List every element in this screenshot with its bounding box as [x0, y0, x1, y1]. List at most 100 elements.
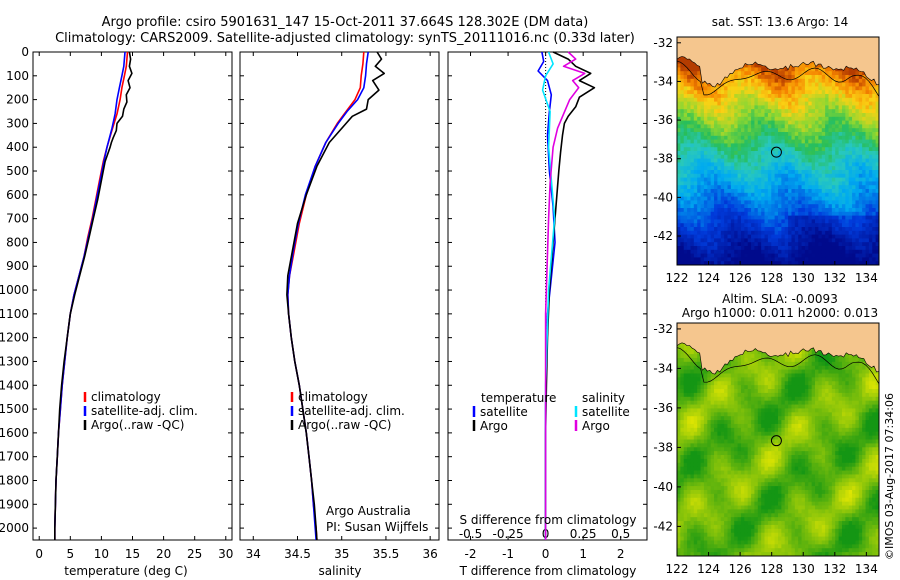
- map-cell: [693, 82, 698, 87]
- map-cell: [761, 67, 765, 72]
- map-cell: [687, 478, 691, 483]
- map-cell: [687, 211, 691, 216]
- map-cell: [808, 242, 813, 247]
- map-cell: [761, 211, 765, 216]
- map-cell: [767, 151, 772, 156]
- map-cell: [794, 132, 799, 137]
- map-cell: [697, 219, 701, 224]
- map-cell: [700, 396, 705, 402]
- map-cell: [717, 462, 722, 468]
- map-cell: [700, 257, 705, 262]
- map-cell: [872, 113, 877, 118]
- map-cell: [724, 97, 728, 102]
- map-cell: [700, 462, 705, 468]
- map-cell: [855, 82, 860, 87]
- map-cell: [687, 357, 691, 363]
- map-cell: [677, 501, 681, 506]
- map-cell: [848, 215, 853, 220]
- map-cell: [801, 132, 806, 137]
- map-cell: [710, 455, 715, 460]
- map-cell: [724, 143, 728, 148]
- map-cell: [690, 361, 695, 367]
- map-cell: [683, 132, 688, 137]
- map-cell: [808, 261, 813, 266]
- map-cell: [727, 173, 732, 178]
- map-cell: [730, 200, 735, 205]
- map-cell: [693, 439, 698, 444]
- map-cell: [781, 204, 786, 209]
- map-cell: [855, 238, 860, 243]
- map-cell: [697, 230, 701, 235]
- map-cell: [727, 230, 732, 235]
- map-cell: [690, 447, 695, 452]
- map-cell: [855, 97, 860, 102]
- map-cell: [784, 113, 789, 118]
- map-cell: [747, 71, 752, 76]
- map-cell: [825, 238, 829, 243]
- map-cell: [703, 505, 708, 510]
- map-cell: [808, 246, 813, 251]
- map-cell: [828, 147, 833, 152]
- map-cell: [693, 408, 698, 413]
- map-cell: [808, 211, 813, 216]
- map-cell: [855, 132, 860, 137]
- map-cell: [764, 234, 769, 239]
- map-cell: [761, 101, 765, 106]
- map-cell: [774, 261, 779, 266]
- map-cell: [697, 196, 701, 201]
- map-cell: [767, 109, 772, 114]
- map-cell: [687, 139, 691, 144]
- map-cell: [801, 101, 806, 106]
- map-cell: [794, 246, 799, 251]
- map-cell: [801, 63, 806, 68]
- map-cell: [862, 132, 866, 137]
- map-cell: [687, 230, 691, 235]
- map-cell: [744, 204, 749, 209]
- map-cell: [778, 86, 782, 91]
- map-cell: [774, 116, 779, 121]
- map-cell: [677, 412, 681, 417]
- map-cell: [754, 94, 759, 99]
- map-cell: [693, 416, 698, 421]
- map-cell: [703, 489, 708, 495]
- map-cell: [700, 423, 705, 429]
- map-cell: [831, 204, 836, 209]
- map-cell: [710, 521, 715, 526]
- map-cell: [677, 246, 681, 251]
- map-cell: [774, 177, 779, 182]
- map-cell: [690, 509, 695, 514]
- map-cell: [757, 170, 762, 175]
- map-cell: [801, 67, 806, 72]
- depth-tick-label: 900: [6, 259, 29, 273]
- map-cell: [720, 420, 725, 425]
- map-cell: [761, 230, 765, 235]
- map-cell: [845, 90, 850, 95]
- map-cell: [791, 82, 796, 87]
- map-cell: [740, 128, 745, 133]
- map-cell: [683, 392, 688, 398]
- map-cell: [747, 208, 752, 213]
- map-cell: [680, 404, 685, 409]
- map-cell: [677, 94, 681, 99]
- map-cell: [751, 196, 755, 201]
- map-cell: [784, 200, 789, 205]
- map-cell: [693, 200, 698, 205]
- map-cell: [727, 97, 732, 102]
- map-cell: [707, 427, 712, 433]
- map-cell: [683, 154, 688, 159]
- map-cell: [690, 392, 695, 398]
- map-cell: [855, 71, 860, 76]
- map-cell: [697, 253, 701, 258]
- map-cell: [707, 90, 712, 95]
- depth-tick-label: 1600: [0, 426, 29, 440]
- map-cell: [680, 223, 685, 228]
- map-cell: [794, 177, 799, 182]
- map-cell: [838, 101, 843, 106]
- map-cell: [724, 230, 728, 235]
- map-cell: [683, 234, 688, 239]
- map-cell: [717, 204, 722, 209]
- map-cell: [838, 215, 843, 220]
- map-cell: [734, 151, 738, 156]
- map-cell: [791, 97, 796, 102]
- map-cell: [774, 86, 779, 91]
